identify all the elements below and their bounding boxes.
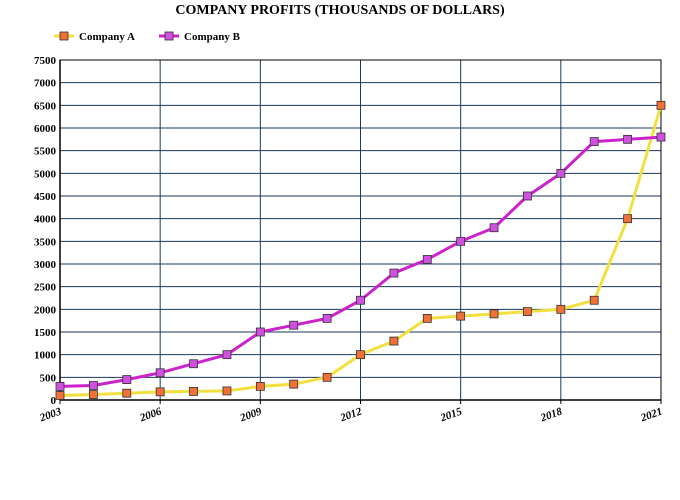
data-point-company-a [356,350,365,360]
y-tick-label: 0 [51,395,57,407]
data-point-company-a [523,307,532,317]
data-point-company-a [623,214,633,224]
legend-label: Company A [79,31,135,43]
data-point-company-b [55,381,65,391]
series-layer [55,100,666,400]
data-point-company-a [155,387,165,397]
x-tick-label: 2006 [137,405,163,424]
x-tick-label: 2015 [438,405,464,424]
data-point-company-b [155,368,165,378]
y-tick-label: 4000 [34,214,57,226]
y-tick-label: 5000 [34,168,57,180]
y-tick-label: 1000 [34,350,57,362]
x-tick-label: 2021 [638,406,664,425]
y-tick-label: 5500 [34,146,57,158]
data-point-company-a [389,336,399,346]
data-point-company-b [523,191,532,201]
data-point-company-b [589,137,599,147]
data-point-company-a [55,391,65,400]
data-point-company-b [489,223,499,233]
y-tick-label: 2500 [34,282,57,294]
data-point-company-a [656,100,666,110]
x-tick-label: 2003 [37,405,63,424]
y-tick-label: 7500 [34,55,57,67]
data-point-company-a [422,313,432,323]
axes: 0 500 1000 1500 2000 2500 3000 3500 4000 4500 5000… [34,55,664,425]
data-point-company-b [456,236,466,246]
data-point-company-b [289,320,299,330]
data-point-company-b [122,375,132,385]
y-tick-label: 1500 [34,327,57,339]
legend-swatch-marker [59,31,69,41]
legend-item-company-b: Company B [159,31,241,43]
legend: Company A Company B [54,31,241,43]
data-point-company-b [88,381,98,390]
data-point-company-b [189,359,198,369]
data-point-company-a [489,309,499,319]
data-point-company-a [222,386,232,396]
y-tick-label: 500 [40,372,57,384]
data-point-company-b [656,132,666,142]
data-point-company-b [356,295,365,305]
legend-item-company-a: Company A [54,31,135,43]
legend-swatch-marker [164,31,174,41]
grid [59,59,662,401]
data-point-company-a [88,390,98,399]
data-point-company-b [556,168,566,178]
data-point-company-a [556,304,566,314]
data-point-company-b [422,255,432,264]
series-company-b [55,132,666,391]
x-tick-label: 2012 [338,405,364,424]
data-point-company-a [289,379,299,389]
data-point-company-a [589,295,599,305]
y-tick-label: 3000 [34,259,57,271]
series-company-a [55,100,666,400]
y-tick-label: 7000 [34,78,57,90]
data-point-company-b [389,268,399,278]
data-point-company-a [122,388,132,398]
y-tick-label: 6500 [34,100,57,112]
legend-label: Company B [184,31,241,43]
data-point-company-a [322,372,332,382]
data-point-company-b [322,313,332,323]
data-point-company-b [623,134,633,144]
y-tick-label: 6000 [34,123,57,135]
y-tick-label: 3500 [34,236,57,248]
x-tick-label: 2009 [238,405,264,424]
data-point-company-a [189,386,198,396]
data-point-company-a [255,381,265,391]
data-point-company-b [222,350,232,360]
y-tick-label: 2000 [34,304,57,316]
data-point-company-a [456,311,466,321]
chart-title: COMPANY PROFITS (THOUSANDS OF DOLLARS) [175,3,505,18]
data-point-company-b [255,327,265,337]
x-tick-label: 2018 [538,405,564,424]
y-tick-label: 4500 [34,191,57,203]
